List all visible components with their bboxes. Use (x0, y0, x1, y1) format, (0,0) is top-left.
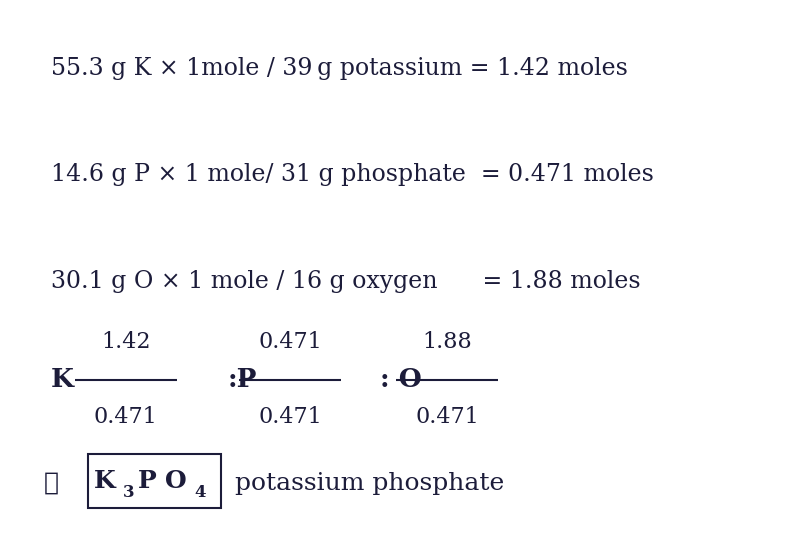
Text: potassium phosphate: potassium phosphate (236, 472, 504, 495)
Text: 4: 4 (194, 484, 206, 500)
Text: 0.471: 0.471 (415, 406, 479, 428)
Text: K: K (94, 469, 116, 493)
Text: : O: : O (380, 367, 422, 392)
Text: K: K (51, 367, 74, 392)
Text: O: O (165, 469, 186, 493)
Text: 3: 3 (123, 484, 134, 500)
Text: 0.471: 0.471 (258, 406, 322, 428)
Text: 1.88: 1.88 (422, 332, 472, 353)
Text: 1.42: 1.42 (101, 332, 150, 353)
Text: ∴: ∴ (44, 472, 58, 495)
Text: 0.471: 0.471 (94, 406, 157, 428)
Bar (88, 454, 221, 507)
Text: :P: :P (228, 367, 257, 392)
Text: 30.1 g O × 1 mole / 16 g oxygen      = 1.88 moles: 30.1 g O × 1 mole / 16 g oxygen = 1.88 m… (51, 269, 641, 293)
Text: 0.471: 0.471 (258, 332, 322, 353)
Text: 14.6 g P × 1 mole/ 31 g phosphate  = 0.471 moles: 14.6 g P × 1 mole/ 31 g phosphate = 0.47… (51, 163, 654, 186)
Text: P: P (138, 469, 157, 493)
Text: 55.3 g K × 1mole / 39 g potassium = 1.42 moles: 55.3 g K × 1mole / 39 g potassium = 1.42… (51, 57, 628, 80)
